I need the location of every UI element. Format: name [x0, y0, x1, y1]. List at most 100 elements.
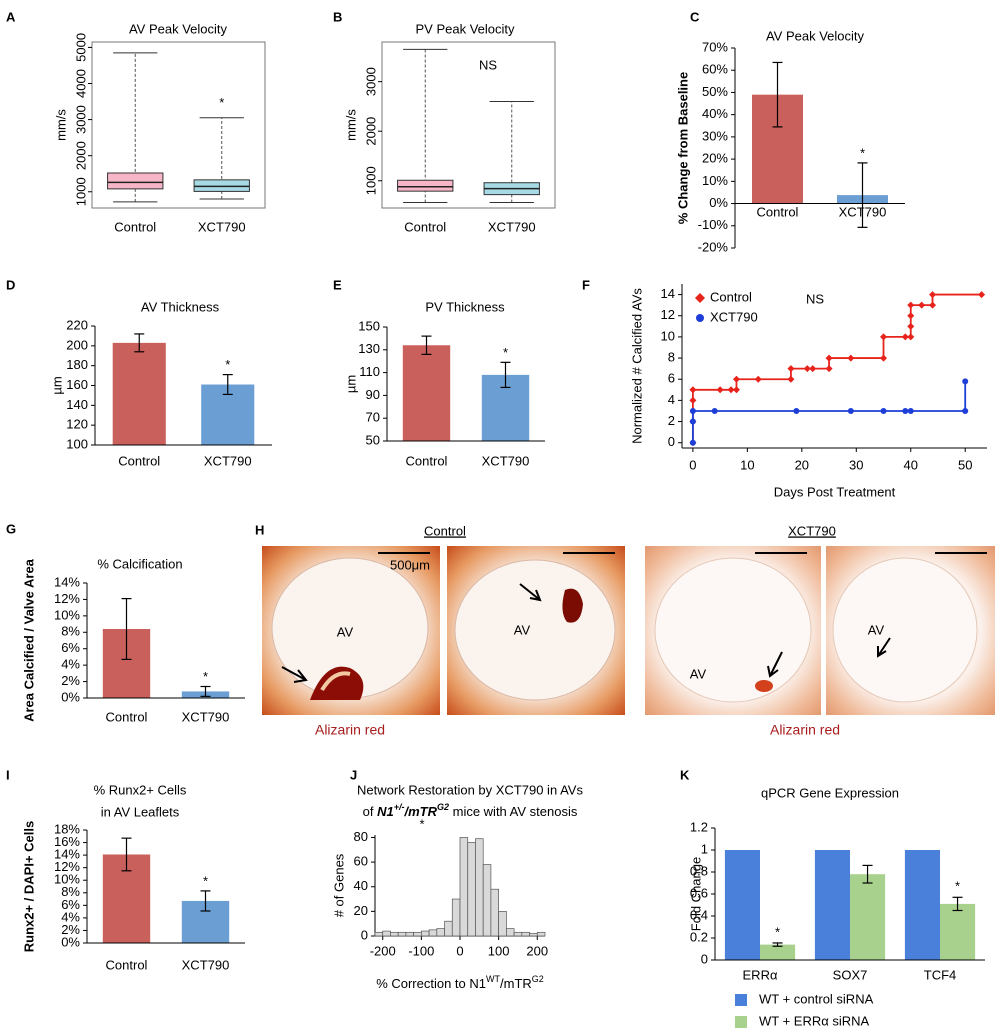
error-bar: [200, 685, 211, 697]
error-bar: [862, 864, 873, 884]
point: [689, 386, 697, 394]
chart-title: AV Peak Velocity: [766, 28, 865, 43]
y-tick-label: 0%: [61, 689, 80, 704]
chart-title: PV Peak Velocity: [416, 21, 515, 36]
y-tick-label: 2000: [363, 117, 378, 146]
annotation: NS: [479, 57, 497, 72]
y-tick-label: 0.2: [690, 929, 708, 944]
y-axis-label: Runx2+ / DAPI+ Cells: [21, 821, 36, 953]
point: [901, 333, 909, 341]
bar: [850, 874, 886, 960]
point: [929, 301, 937, 309]
y-tick-label: 70%: [702, 39, 728, 54]
point: [907, 312, 915, 320]
valve-outline: [654, 557, 812, 703]
annotation: *: [219, 95, 224, 110]
y-axis-label: # of Genes: [331, 853, 346, 917]
x-tick-label: Control: [106, 957, 148, 972]
point: [787, 375, 795, 383]
stain-caption: Alizarin red: [315, 722, 385, 738]
error-bar: [772, 942, 783, 947]
chart-title: AV Peak Velocity: [129, 21, 228, 36]
y-tick-label: 1000: [73, 177, 88, 206]
error-bar: [500, 361, 511, 389]
bar: [904, 850, 940, 960]
histogram-bar: [382, 930, 391, 937]
x-tick-label: 20: [795, 457, 809, 472]
legend-swatch: [735, 1016, 747, 1028]
y-axis-label: mm/s: [53, 109, 68, 141]
chart-title: AV Thickness: [141, 299, 220, 314]
point: [880, 333, 888, 341]
region-label: AV: [514, 622, 531, 637]
chart-title: qPCR Gene Expression: [761, 785, 899, 800]
legend-marker: [696, 314, 704, 322]
valve-outline: [832, 557, 978, 703]
panel-letter: E: [333, 277, 342, 292]
plot-frame: [91, 41, 266, 209]
panel-letter: G: [6, 521, 16, 536]
histogram-bar: [536, 931, 546, 937]
y-tick-label: 8: [668, 350, 675, 365]
x-axis-label: Days Post Treatment: [774, 484, 896, 499]
histogram-bar: [490, 888, 499, 937]
annotation: *: [419, 816, 424, 831]
legend-label: Control: [710, 289, 752, 304]
point: [711, 407, 718, 414]
y-axis-label: µm: [343, 375, 358, 393]
point: [803, 365, 811, 373]
y-tick-label: 40: [354, 878, 368, 893]
y-tick-label: 12%: [54, 591, 80, 606]
point: [902, 407, 909, 414]
y-tick-label: 14%: [54, 574, 80, 589]
x-axis-label-part: G2: [532, 974, 544, 984]
error-bar: [857, 162, 868, 228]
x-tick-label: 200: [526, 943, 548, 958]
annotation: *: [225, 357, 230, 372]
point: [880, 354, 888, 362]
y-tick-label: 12: [661, 307, 675, 322]
y-tick-label: 150: [358, 318, 380, 333]
y-tick-label: 18%: [54, 821, 80, 836]
error-bar: [772, 61, 783, 128]
y-tick-label: 50%: [702, 84, 728, 99]
x-tick-label: Control: [757, 204, 799, 219]
y-tick-label: 2: [668, 413, 675, 428]
x-tick-label: 40: [904, 457, 918, 472]
point: [754, 375, 762, 383]
x-tick-label: -200: [370, 943, 396, 958]
x-axis-label: % Correction to N1WT/mTRG2: [376, 974, 544, 991]
y-tick-label: 130: [358, 341, 380, 356]
error-bar: [121, 598, 132, 660]
histogram-bar: [475, 838, 484, 937]
histogram-bar: [498, 911, 507, 937]
x-tick-label: 50: [958, 457, 972, 472]
point: [962, 378, 969, 385]
bar: [814, 850, 850, 960]
histogram-bar: [428, 929, 438, 937]
x-tick-label: XCT790: [839, 204, 887, 219]
panel-letter: K: [680, 767, 690, 782]
y-tick-label: 8%: [61, 884, 80, 899]
point: [918, 301, 926, 309]
legend-label: XCT790: [710, 309, 758, 324]
region-label: AV: [868, 622, 885, 637]
y-tick-label: 1000: [363, 166, 378, 195]
point: [880, 407, 887, 414]
y-axis-label: mm/s: [343, 109, 358, 141]
y-tick-label: 4%: [61, 657, 80, 672]
x-tick-label: XCT790: [182, 957, 230, 972]
annotation: *: [860, 145, 865, 160]
calcification: [562, 588, 583, 623]
calcification: [320, 671, 351, 692]
point: [689, 396, 697, 404]
x-tick-label: Control: [106, 709, 148, 724]
chart-title: of N1+/-/mTRG2 mice with AV stenosis: [363, 802, 578, 819]
point: [689, 439, 696, 446]
legend-label: WT + ERRα siRNA: [759, 1013, 870, 1028]
y-tick-label: 10%: [54, 872, 80, 887]
error-bar: [222, 373, 233, 396]
panel-letter: I: [6, 767, 10, 782]
x-tick-label: XCT790: [488, 219, 536, 234]
histogram-bar: [436, 928, 445, 937]
